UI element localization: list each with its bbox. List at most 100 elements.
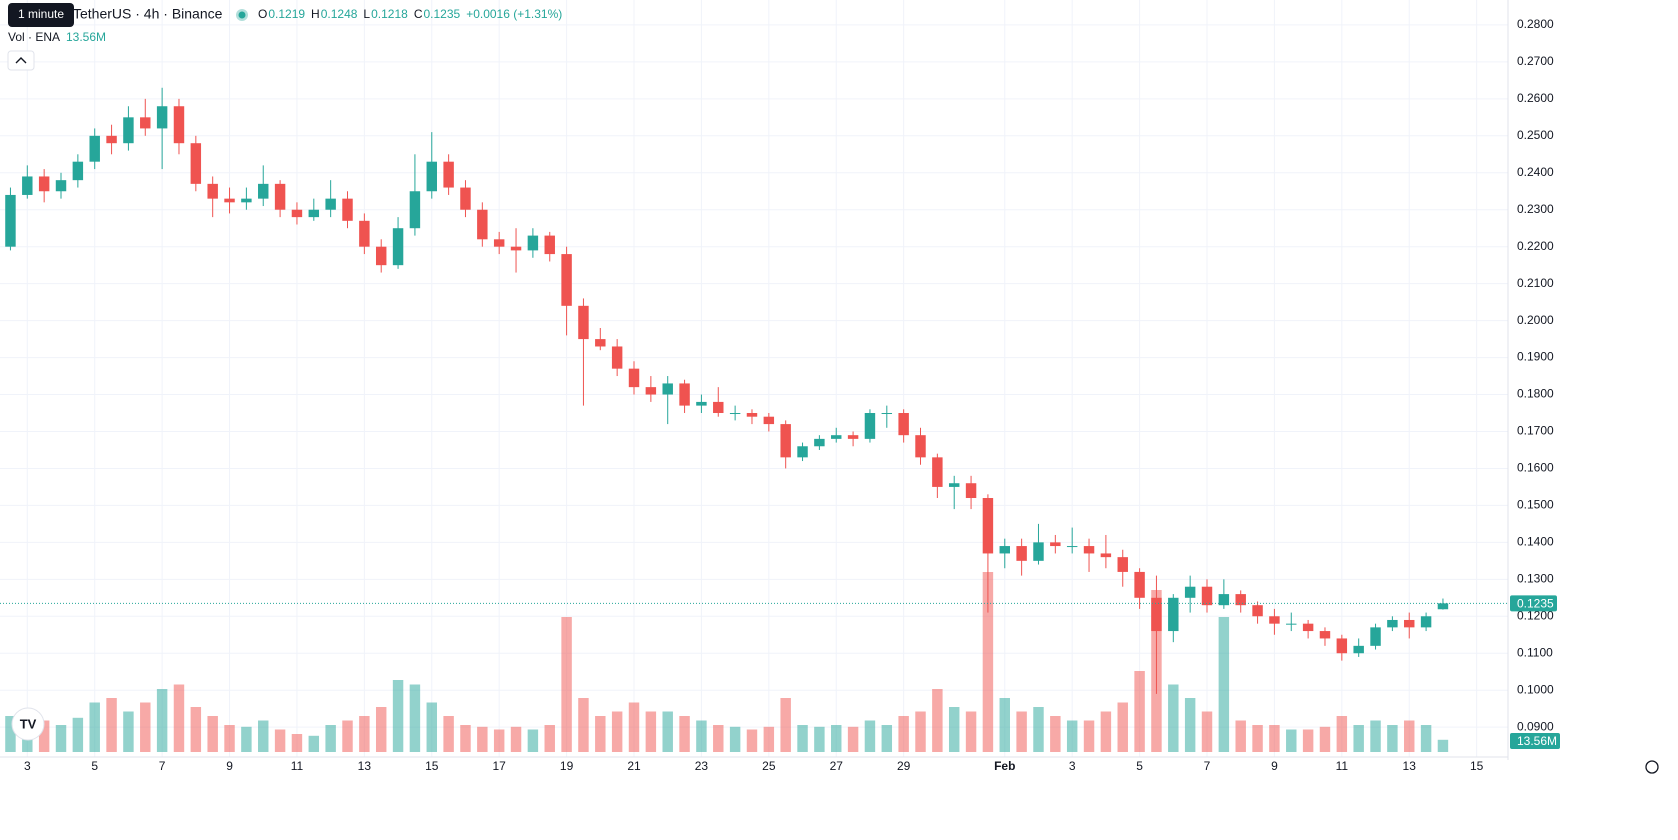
volume-bar	[5, 716, 16, 752]
volume-bar	[510, 726, 522, 752]
volume-bar	[1033, 707, 1044, 752]
candle-body	[1370, 627, 1381, 646]
volume-bar	[1117, 702, 1128, 752]
candle-body	[814, 438, 825, 447]
candle-body	[662, 383, 673, 395]
x-tick-label: 11	[291, 759, 304, 773]
y-tick-label: 0.1100	[1517, 645, 1553, 659]
volume-bar	[1168, 684, 1179, 752]
candle-body	[123, 117, 134, 144]
volume-bar	[1404, 720, 1415, 752]
x-tick-label: 11	[1336, 759, 1349, 773]
candle-body	[89, 135, 100, 162]
volume-bar	[443, 716, 454, 752]
volume-bar	[1016, 711, 1027, 752]
candle-body	[881, 413, 893, 415]
candle-body	[1117, 557, 1128, 572]
volume-bar	[662, 711, 673, 752]
candle-body	[510, 246, 522, 251]
candle-body	[325, 198, 336, 210]
x-tick-label: Feb	[994, 759, 1015, 773]
volume-bar	[1387, 725, 1398, 752]
candle-body	[1404, 619, 1415, 628]
tooltip: 1 minute	[18, 7, 64, 21]
candle-body	[1387, 619, 1398, 628]
candle-body	[797, 446, 808, 458]
candle-body	[578, 305, 589, 340]
volume-pane	[5, 572, 1449, 752]
volume-bar	[1218, 617, 1230, 752]
candle-body	[106, 135, 117, 144]
candle-body	[1100, 553, 1112, 558]
candle-body	[1420, 616, 1432, 628]
candle-body	[190, 143, 202, 184]
x-tick-label: 23	[695, 759, 709, 773]
y-tick-label: 0.2800	[1517, 17, 1554, 31]
candle-body	[1269, 616, 1280, 624]
volume-tag	[1510, 733, 1560, 749]
x-tick-label: 21	[627, 759, 641, 773]
candle-body	[1184, 586, 1196, 598]
x-tick-label: 3	[1069, 759, 1076, 773]
candle-body	[140, 117, 151, 129]
volume-bar	[965, 711, 977, 752]
x-tick-label: 9	[226, 759, 233, 773]
candle-body	[561, 254, 572, 306]
x-tick-label: 19	[560, 759, 574, 773]
y-tick-label: 0.1700	[1517, 424, 1554, 438]
candle-body	[460, 187, 471, 210]
x-tick-label: 17	[493, 759, 507, 773]
status-dot	[238, 11, 246, 19]
y-tick-label: 0.1900	[1517, 350, 1554, 364]
volume-bar	[274, 729, 286, 752]
y-tick-label: 0.2300	[1517, 202, 1554, 216]
candle-body	[999, 546, 1010, 554]
settings-icon[interactable]	[1645, 760, 1659, 774]
volume-value: 13.56M	[66, 30, 106, 44]
x-tick-label: 15	[1470, 759, 1484, 773]
volume-bar	[1050, 716, 1061, 752]
candle-body	[22, 176, 33, 195]
volume-bar	[1319, 726, 1331, 752]
volume-bar	[595, 716, 606, 752]
ohlc-key: C	[414, 7, 423, 21]
volume-bar	[241, 726, 252, 752]
candle-body	[1336, 638, 1348, 654]
volume-bar	[140, 702, 151, 752]
volume-bar	[106, 698, 117, 752]
candle-body	[527, 235, 539, 251]
candle-body	[274, 183, 286, 210]
candle-body	[544, 235, 555, 255]
candle-body	[1134, 571, 1145, 598]
candle-body	[780, 424, 791, 458]
collapse-button[interactable]	[7, 50, 35, 71]
candles	[0, 87, 1508, 694]
candle-body	[493, 239, 505, 247]
volume-bar	[797, 725, 808, 752]
volume-bar	[1066, 720, 1078, 752]
volume-bar	[915, 711, 926, 752]
candle-body	[1066, 546, 1078, 548]
candle-body	[1218, 594, 1230, 606]
logo[interactable]	[11, 707, 45, 741]
x-tick-label: 13	[358, 759, 372, 773]
volume-bar	[763, 726, 775, 752]
candle-body	[898, 413, 909, 436]
volume-bar	[561, 617, 572, 752]
candle-body	[392, 228, 404, 266]
candle-body	[611, 346, 623, 369]
volume-bar	[38, 720, 50, 752]
x-tick-label: 7	[159, 759, 166, 773]
symbol[interactable]: TetherUS · 4h · Binance	[73, 6, 223, 22]
volume-bar	[173, 684, 185, 752]
x-tick-label: 25	[762, 759, 776, 773]
volume-bar	[1252, 725, 1263, 752]
y-tick-label: 0.2500	[1517, 128, 1554, 142]
ohlc-key: O	[258, 7, 267, 21]
candle-body	[409, 191, 421, 229]
candle-body	[864, 413, 876, 439]
candle-body	[847, 435, 859, 439]
volume-bar	[527, 729, 539, 752]
volume-bar	[1134, 671, 1145, 752]
